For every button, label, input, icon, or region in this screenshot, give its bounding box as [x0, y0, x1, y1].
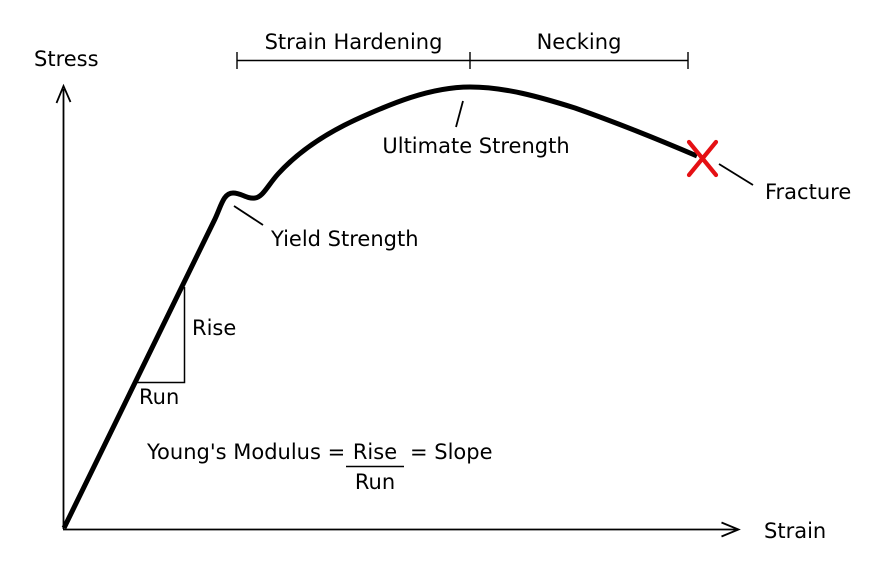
yield-strength-leader-line [233, 205, 264, 226]
fracture-annotation: Fracture [686, 139, 851, 204]
stress-strain-curve [61, 84, 698, 530]
yield-strength-label: Yield Strength [270, 227, 419, 251]
ultimate-strength-leader-line [455, 100, 464, 128]
fracture-leader-line [718, 163, 754, 186]
y-axis: Stress [34, 47, 99, 529]
rise-run-triangle: Rise Run [136, 287, 236, 409]
formula-denominator: Run [355, 470, 395, 494]
x-axis-arrowhead-icon [721, 521, 741, 538]
fracture-x-stroke-2 [686, 139, 719, 178]
formula-lhs: Young's Modulus = [146, 440, 345, 464]
youngs-modulus-formula: Young's Modulus = Rise Run = Slope [146, 440, 493, 494]
rise-label: Rise [192, 316, 236, 340]
yield-strength-annotation: Yield Strength [233, 205, 419, 251]
rise-run-triangle-lines [136, 287, 186, 384]
ultimate-strength-label: Ultimate Strength [382, 134, 569, 158]
region-brackets: Strain Hardening Necking [236, 30, 689, 69]
formula-rhs: = Slope [410, 440, 493, 464]
y-axis-label: Stress [34, 47, 99, 71]
formula-numerator: Rise [353, 440, 397, 464]
fracture-label: Fracture [765, 180, 851, 204]
y-axis-arrowhead-icon [55, 83, 72, 104]
region-label-strain-hardening: Strain Hardening [265, 30, 443, 54]
x-axis: Strain [63, 519, 826, 543]
fracture-x-icon [686, 139, 719, 178]
x-axis-label: Strain [764, 519, 826, 543]
run-label: Run [139, 385, 179, 409]
region-label-necking: Necking [537, 30, 622, 54]
ultimate-strength-annotation: Ultimate Strength [382, 100, 570, 158]
